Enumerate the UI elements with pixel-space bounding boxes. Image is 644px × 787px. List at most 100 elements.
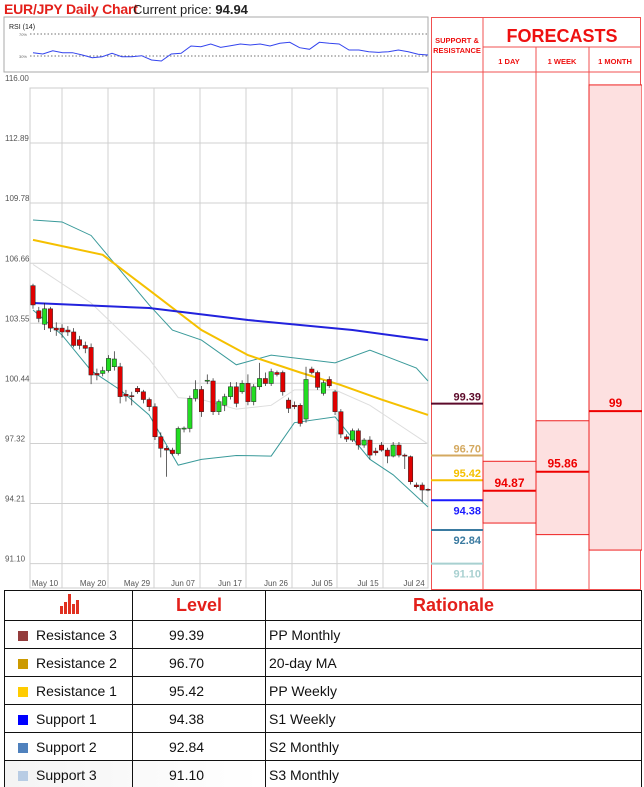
candle-body xyxy=(245,383,251,402)
candle xyxy=(344,434,350,442)
candle xyxy=(291,401,297,410)
color-swatch xyxy=(18,686,28,697)
x-tick-label: May 10 xyxy=(32,579,59,588)
candle xyxy=(251,384,257,406)
candle xyxy=(30,283,36,309)
level-name: Support 3 xyxy=(36,766,97,783)
candle xyxy=(425,488,431,492)
candle xyxy=(111,351,117,371)
candle xyxy=(169,447,175,456)
candle-body xyxy=(268,371,274,384)
candle-body xyxy=(216,401,222,412)
candle-body xyxy=(222,396,228,406)
ma-short-line xyxy=(32,264,429,445)
candle xyxy=(181,426,187,433)
candle-body xyxy=(309,368,315,373)
candle xyxy=(204,374,210,385)
candle xyxy=(135,386,141,394)
forecast-range xyxy=(535,420,590,536)
candle xyxy=(286,397,292,414)
candle xyxy=(355,428,361,450)
table-row: Support 3 91.10 S3 Monthly xyxy=(4,760,642,787)
candle-body xyxy=(53,327,59,331)
candle xyxy=(77,335,82,350)
candle-body xyxy=(233,386,239,404)
rsi-line xyxy=(32,41,429,62)
candle xyxy=(59,324,65,338)
candle xyxy=(210,378,216,415)
sr-level-label: 91.10 xyxy=(453,569,481,581)
candle xyxy=(280,370,286,396)
level-name-cell: Resistance 2 xyxy=(4,648,133,677)
candle-body xyxy=(396,444,402,456)
candle-body xyxy=(315,372,321,388)
ma-mid-line xyxy=(32,238,429,416)
candle-body xyxy=(106,358,111,371)
candle-body xyxy=(47,308,53,329)
color-swatch xyxy=(18,714,28,725)
header-icon-cell xyxy=(4,590,133,621)
x-tick-label: Jun 07 xyxy=(171,579,196,588)
candle-body xyxy=(262,378,268,384)
y-tick-label: 116.00 xyxy=(5,74,29,83)
col-1-week: 1 WEEK xyxy=(548,57,577,66)
candle-body xyxy=(146,399,152,407)
candle xyxy=(326,376,332,388)
candle xyxy=(361,438,367,448)
candle xyxy=(233,382,239,408)
candle xyxy=(140,389,146,404)
level-name-cell: Support 2 xyxy=(4,732,133,761)
level-value: 99.39 xyxy=(132,620,266,649)
forecast-range xyxy=(588,84,642,551)
candle-body xyxy=(204,379,210,382)
candle xyxy=(187,395,193,433)
candle xyxy=(384,447,390,464)
candle xyxy=(413,482,419,489)
candle xyxy=(373,447,379,456)
candle-body xyxy=(152,406,158,438)
x-tick-label: May 20 xyxy=(80,579,107,588)
candle-body xyxy=(94,373,100,376)
candle-body xyxy=(193,389,199,399)
candle-body xyxy=(303,379,309,420)
candle xyxy=(129,391,135,406)
header-level: Level xyxy=(132,590,266,621)
candle-body xyxy=(100,370,106,374)
plot-area xyxy=(29,87,429,589)
ma-long-line xyxy=(32,302,429,342)
level-rationale: 20-day MA xyxy=(265,648,642,677)
y-tick-label: 106.66 xyxy=(5,254,30,263)
candle-body xyxy=(164,448,170,451)
candle xyxy=(408,455,414,485)
level-name-cell: Support 3 xyxy=(4,760,133,787)
candle-body xyxy=(117,366,123,397)
forecasts-title: FORECASTS xyxy=(506,26,617,46)
candle-body xyxy=(338,411,344,435)
x-tick-label: Jun 26 xyxy=(264,579,289,588)
candle xyxy=(146,397,152,412)
level-value: 92.84 xyxy=(132,732,266,761)
level-rationale: PP Weekly xyxy=(265,676,642,705)
bollinger-line xyxy=(32,309,429,508)
x-tick-label: Jul 05 xyxy=(311,579,333,588)
candle-body xyxy=(326,379,332,387)
level-rationale: S2 Monthly xyxy=(265,732,642,761)
level-value: 96.70 xyxy=(132,648,266,677)
candle-body xyxy=(355,430,361,446)
current-price-label: Current price: xyxy=(133,2,212,17)
levels-table: Level Rationale Resistance 3 99.39 PP Mo… xyxy=(4,590,642,787)
sr-level-label: 99.39 xyxy=(453,392,481,404)
candle-body xyxy=(158,436,164,449)
candle-body xyxy=(169,449,175,454)
level-value: 95.42 xyxy=(132,676,266,705)
level-name-cell: Resistance 3 xyxy=(4,620,133,649)
candle-body xyxy=(129,395,135,397)
candle xyxy=(65,326,71,336)
forecast-value: 94.87 xyxy=(494,476,524,490)
level-name: Support 2 xyxy=(36,738,97,755)
candle xyxy=(222,393,228,412)
current-price-value: 94.94 xyxy=(215,2,248,17)
candle-body xyxy=(320,382,326,394)
candle-body xyxy=(59,327,65,333)
